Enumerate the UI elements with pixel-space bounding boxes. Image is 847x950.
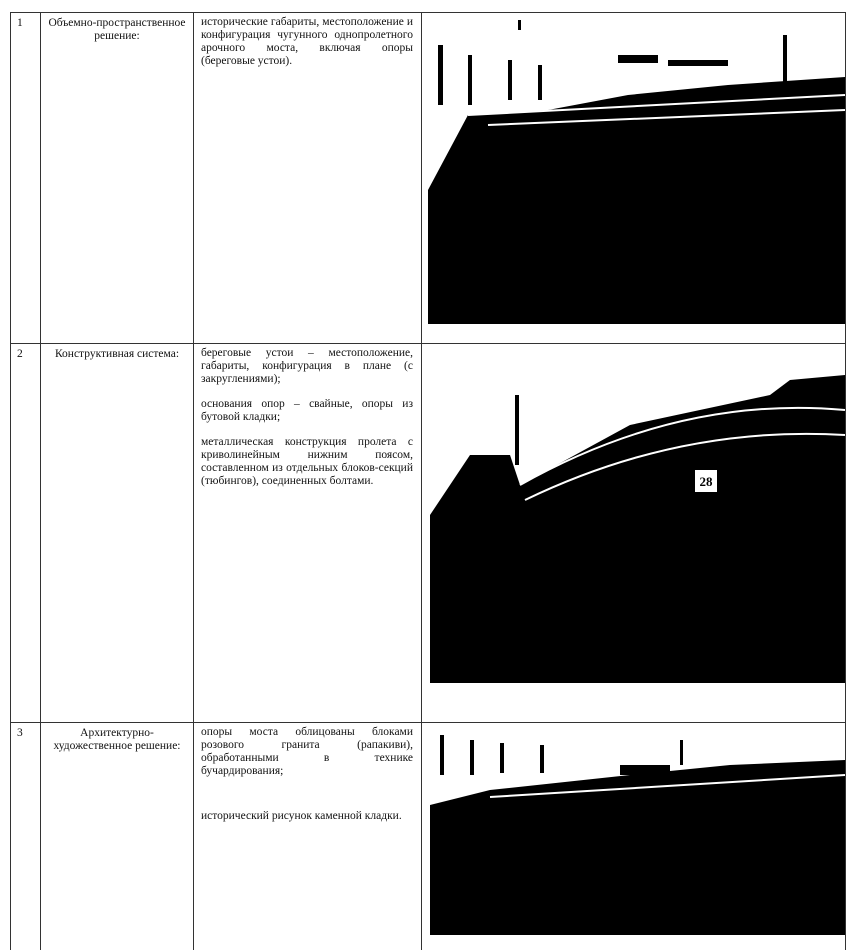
border [10, 343, 846, 344]
row-number: 1 [17, 17, 23, 29]
row-name: Архитектурно-художественное решение: [53, 727, 181, 752]
description: береговые устои – местоположение, габари… [194, 344, 421, 500]
paragraph: береговые устои – местоположение, габари… [201, 347, 413, 385]
border [10, 12, 11, 950]
paragraph: металлическая конструкция пролета с крив… [201, 436, 413, 487]
description: исторические габариты, местоположение и … [194, 13, 421, 80]
photo-label: 28 [700, 474, 714, 489]
border [10, 12, 846, 13]
row-name: Объемно-пространственное решение: [48, 17, 186, 42]
border [10, 722, 846, 723]
row-number: 2 [17, 348, 23, 360]
row-name: Конструктивная система: [54, 348, 180, 360]
row-number: 3 [17, 727, 23, 739]
paragraph: исторические габариты, местоположение и … [201, 16, 413, 67]
paragraph: основания опор – свайные, опоры из бутов… [201, 398, 413, 423]
border [40, 12, 41, 950]
paragraph: опоры моста облицованы блоками розового … [201, 726, 413, 777]
border [193, 12, 194, 950]
photo: 28 [430, 365, 845, 683]
photo [428, 15, 845, 324]
photo [430, 735, 845, 935]
border [421, 12, 422, 950]
description: опоры моста облицованы блоками розового … [194, 723, 421, 835]
border [845, 12, 846, 950]
paragraph: исторический рисунок каменной кладки. [201, 810, 402, 822]
